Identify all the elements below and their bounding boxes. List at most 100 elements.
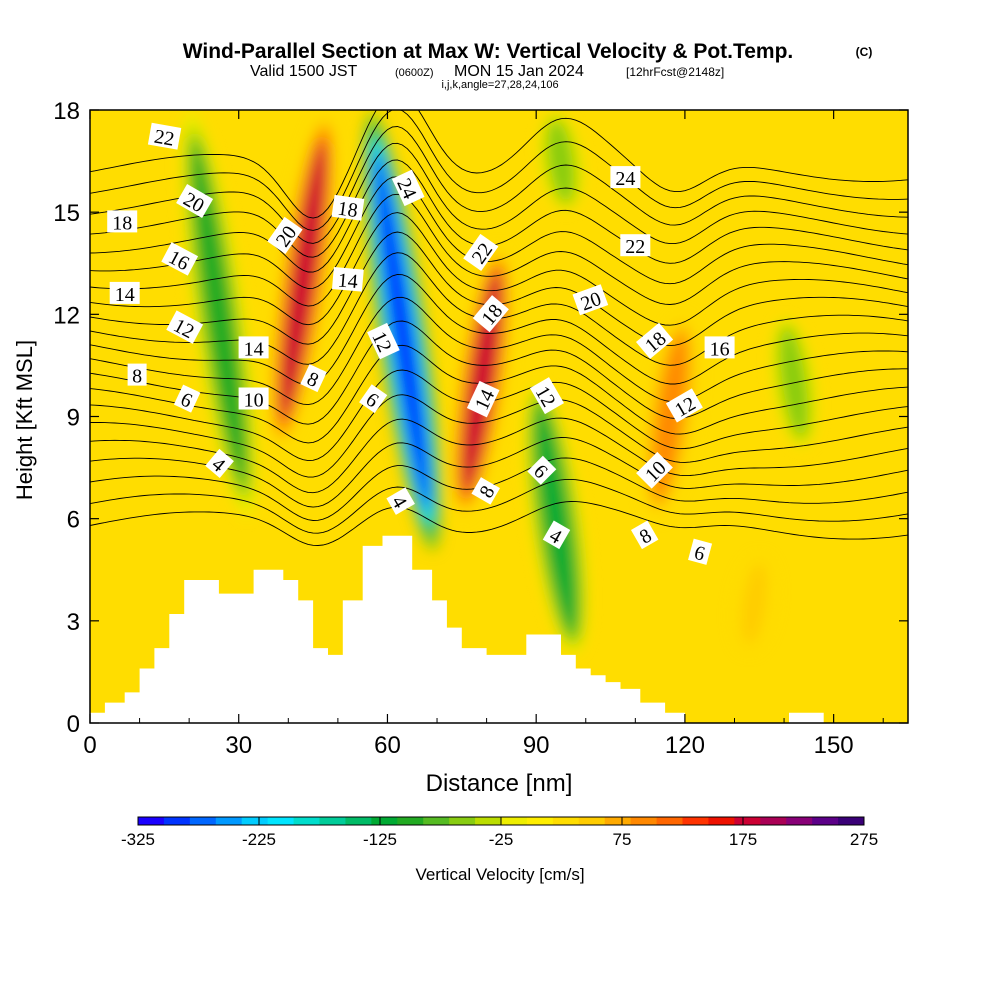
theta-contour <box>90 110 908 219</box>
velocity-lobe <box>741 562 768 646</box>
x-tick-label: 0 <box>83 732 96 759</box>
theta-contour-lines <box>90 110 908 546</box>
theta-contour <box>90 212 908 326</box>
contour-label-box <box>109 281 140 304</box>
contour-label-box <box>636 451 673 489</box>
contour-label: 22 <box>620 234 651 258</box>
colorbar-swatch <box>449 817 476 825</box>
subtitle-forecast: [12hrFcst@2148z] <box>626 65 724 79</box>
colorbar-swatch <box>604 817 632 825</box>
y-axis: 0 3 6 9 12 15 18 <box>53 98 908 738</box>
y-tick-label: 12 <box>53 302 80 329</box>
colorbar-swatches <box>138 817 865 825</box>
contour-label: 6 <box>173 384 201 413</box>
contour-label: 18 <box>331 194 365 223</box>
contour-label-box <box>472 295 509 333</box>
velocity-lobe <box>280 142 326 419</box>
theta-contour <box>90 126 908 244</box>
contour-label-box <box>166 310 204 344</box>
contour-label: 8 <box>127 363 147 388</box>
colorbar-swatch <box>786 817 813 825</box>
colorbar-tick-label: 75 <box>613 830 632 849</box>
plot-area: 2220181614128641410201814862412422181481… <box>89 109 909 724</box>
contour-label: 6 <box>688 538 713 566</box>
contour-label: 4 <box>542 520 571 550</box>
colorbar-swatch <box>163 817 191 825</box>
colorbar-tick-label: -325 <box>121 830 155 849</box>
contour-label: 22 <box>147 122 182 151</box>
contour-label-box <box>542 520 571 550</box>
contour-label-box <box>331 267 364 292</box>
x-tick-label: 30 <box>225 732 252 759</box>
contour-label: 14 <box>109 281 140 306</box>
velocity-lobe <box>374 151 430 512</box>
contour-label: 14 <box>238 336 269 360</box>
contour-label-box <box>205 448 234 478</box>
y-axis-label: Height [Kft MSL] <box>12 340 37 500</box>
theta-contour <box>90 457 908 521</box>
theta-contour <box>90 159 908 273</box>
colorbar-swatch <box>241 817 269 825</box>
colorbar-swatch <box>423 817 450 825</box>
y-tick-label: 9 <box>67 405 80 432</box>
contour-label-box <box>704 336 735 359</box>
theta-contour <box>90 369 908 462</box>
colorbar-swatch <box>708 817 735 825</box>
contour-label-box <box>238 336 269 359</box>
theta-contour <box>90 142 908 258</box>
contour-label-box <box>620 234 651 257</box>
colorbar-tick-label: -25 <box>489 830 514 849</box>
theta-contour <box>90 344 908 444</box>
theta-contour <box>90 176 908 289</box>
contour-label-text: 18 <box>336 198 359 223</box>
contour-label-box <box>471 477 501 505</box>
contour-label: 8 <box>300 364 327 393</box>
contour-label-text: 14 <box>115 284 135 306</box>
contour-label-text: 22 <box>152 126 176 151</box>
contour-label-text: 16 <box>710 338 730 360</box>
contour-label: 12 <box>367 322 400 360</box>
x-tick-label: 60 <box>374 732 401 759</box>
contour-label-box <box>466 380 500 418</box>
y-tick-label: 15 <box>53 200 80 227</box>
contour-label: 14 <box>466 380 500 418</box>
contour-label-text: 24 <box>615 168 635 190</box>
contour-label-box <box>147 122 182 150</box>
velocity-lobe <box>192 148 245 481</box>
colorbar-tick-label: -225 <box>242 830 276 849</box>
colorbar-swatch <box>682 817 709 825</box>
contour-label-text: 14 <box>337 269 359 293</box>
contour-label: 6 <box>527 455 557 485</box>
contour-label: 16 <box>161 242 199 276</box>
contour-label-box <box>367 322 400 360</box>
contour-label-box <box>386 487 415 515</box>
contour-label: 20 <box>572 284 609 315</box>
colorbar-swatch <box>319 817 346 825</box>
contour-label-box <box>300 364 327 393</box>
colorbar-swatch <box>552 817 580 825</box>
y-tick-label: 3 <box>67 609 80 636</box>
contour-label-box <box>610 166 641 189</box>
contour-label-box <box>688 538 713 565</box>
colorbar-tick-label: 275 <box>850 830 878 849</box>
colorbar-swatch <box>215 817 243 825</box>
colorbar-swatch <box>501 817 528 825</box>
contour-label-box <box>630 520 659 550</box>
x-tick-label: 120 <box>665 732 705 759</box>
contour-label-box <box>529 377 564 415</box>
contour-label-box <box>665 388 703 423</box>
chart-subtitle: Valid 1500 JST (0600Z) MON 15 Jan 2024 [… <box>250 63 724 80</box>
subtitle-date: MON 15 Jan 2024 <box>454 63 584 80</box>
contour-label-text: 8 <box>132 366 142 388</box>
contour-label-box <box>527 455 557 485</box>
contour-label-box <box>107 210 138 233</box>
theta-contour-labels: 2220181614128641410201814862412422181481… <box>107 122 735 566</box>
contour-label-text: 14 <box>244 338 264 360</box>
colorbar-swatch <box>578 817 606 825</box>
contour-label-text: 22 <box>625 236 645 258</box>
contour-label-box <box>635 322 674 359</box>
contour-label-box <box>176 184 214 219</box>
theta-contour <box>90 417 908 494</box>
contour-label: 8 <box>630 520 659 550</box>
